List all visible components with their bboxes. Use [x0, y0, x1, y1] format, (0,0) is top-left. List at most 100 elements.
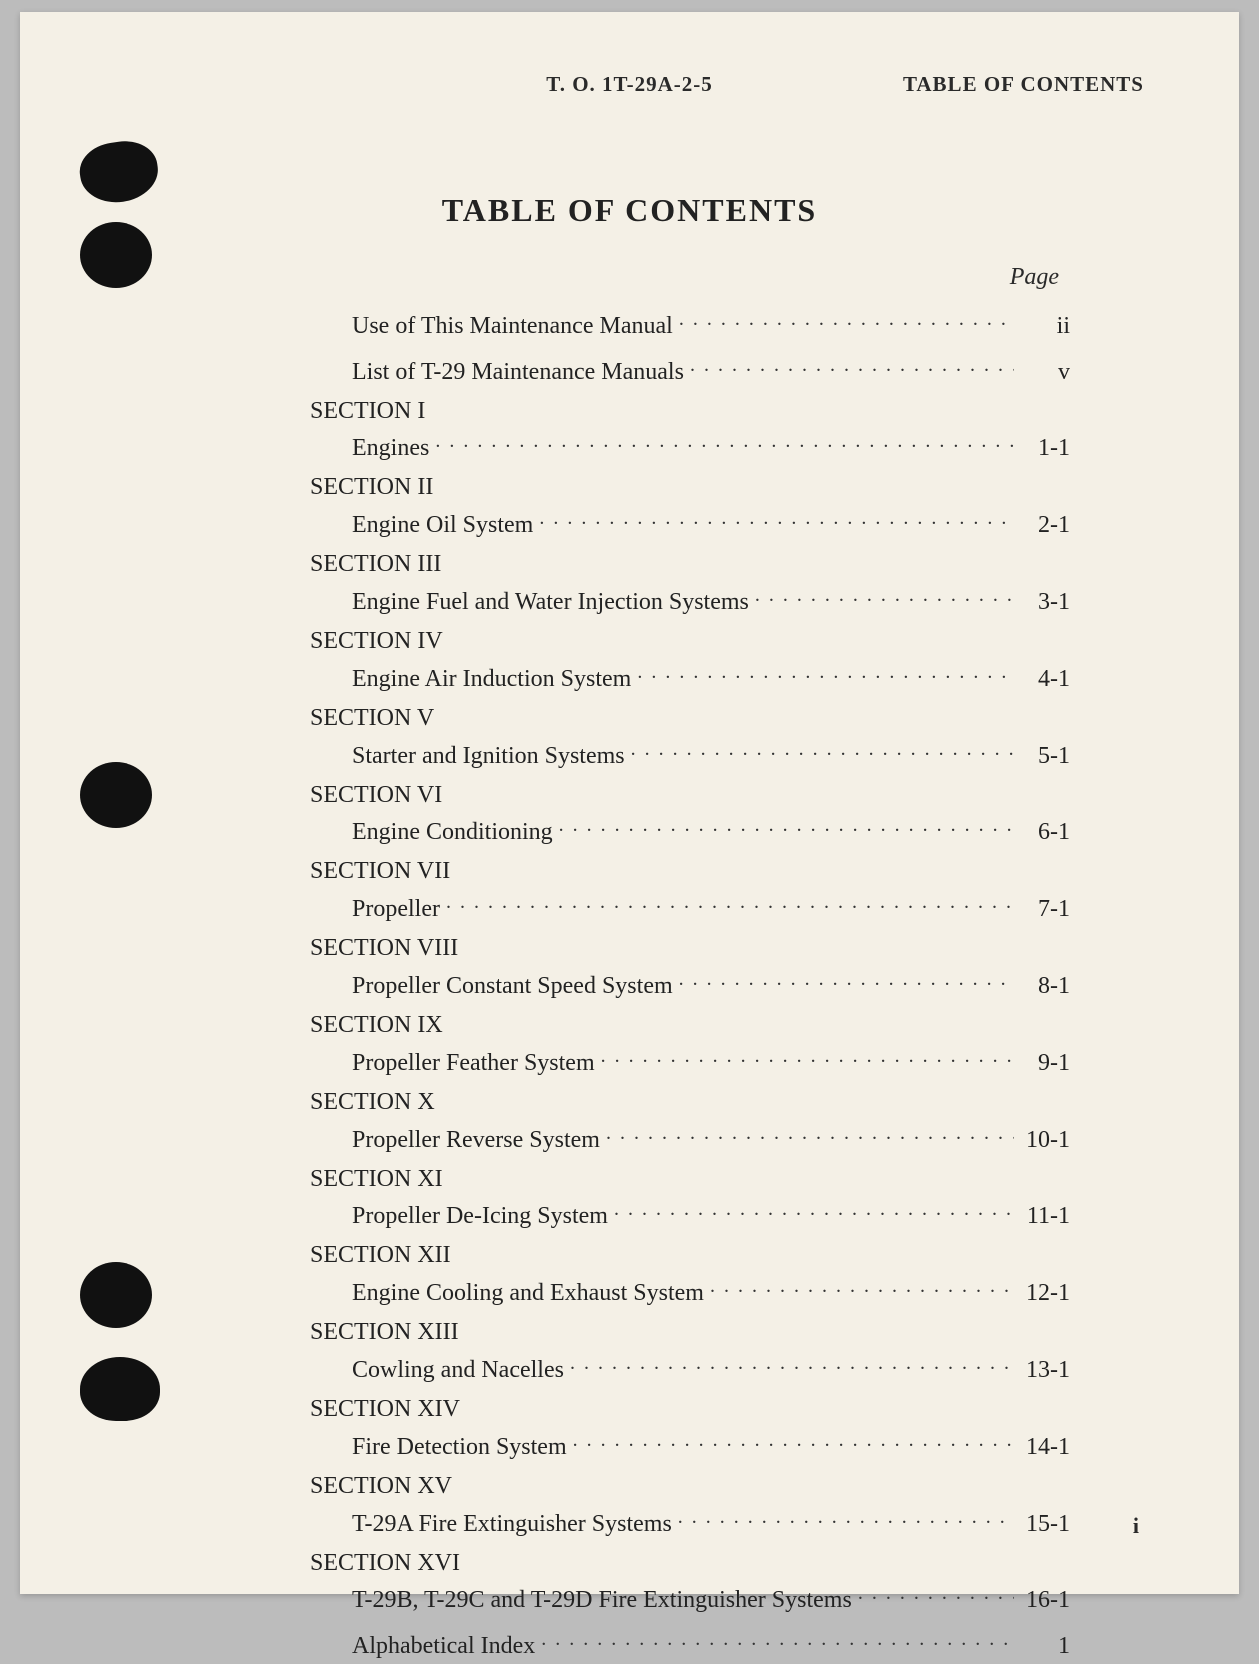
toc-entry: SECTION VIIPropeller7-1 [310, 858, 1070, 923]
toc-entry-title: Propeller Constant Speed System [310, 973, 673, 1000]
toc-entry-page: 1 [1020, 1633, 1070, 1660]
toc-entry-page: 13-1 [1020, 1357, 1070, 1384]
toc-row: Engine Air Induction System4-1 [310, 657, 1070, 693]
toc-entry-page: 2-1 [1020, 512, 1070, 539]
toc-entry: List of T-29 Maintenance Manuals v [310, 350, 1070, 386]
toc-entry: SECTION IIIEngine Fuel and Water Injecti… [310, 551, 1070, 616]
toc-row: List of T-29 Maintenance Manuals v [310, 350, 1070, 386]
toc-section-label: SECTION XII [310, 1242, 1070, 1269]
dot-leader [541, 1624, 1014, 1653]
document-page: T. O. 1T-29A-2-5 TABLE OF CONTENTS TABLE… [20, 12, 1239, 1594]
toc-entry-page: v [1020, 359, 1070, 386]
toc-entry-page: 8-1 [1020, 973, 1070, 1000]
toc-row: Propeller De-Icing System 11-1 [310, 1195, 1070, 1231]
dot-leader [614, 1195, 1014, 1224]
hole-punch-mark [80, 762, 152, 828]
toc-entry-page: 12-1 [1020, 1280, 1070, 1307]
table-of-contents: Use of This Maintenance Manual ii List of … [310, 302, 1070, 1664]
toc-entry-page: ii [1020, 313, 1070, 340]
toc-row: Propeller Feather System 9-1 [310, 1041, 1070, 1077]
toc-entry-page: 14-1 [1020, 1434, 1070, 1461]
dot-leader [690, 350, 1014, 379]
dot-leader [637, 657, 1014, 686]
toc-entry-title: Propeller De-Icing System [310, 1203, 608, 1230]
dot-leader [539, 503, 1014, 532]
toc-entry-title: List of T-29 Maintenance Manuals [310, 359, 684, 386]
toc-entry: SECTION IEngines1-1 [310, 398, 1070, 463]
toc-entry-title: Alphabetical Index [310, 1633, 535, 1660]
footer-page-number: i [1133, 1513, 1139, 1539]
toc-row: Alphabetical Index 1 [310, 1624, 1070, 1660]
toc-entry: SECTION XIIEngine Cooling and Exhaust Sy… [310, 1242, 1070, 1307]
toc-entry: SECTION II Engine Oil System 2-1 [310, 474, 1070, 539]
toc-entry-title: Use of This Maintenance Manual [310, 313, 673, 340]
toc-entry: Use of This Maintenance Manual ii [310, 304, 1070, 340]
toc-entry: SECTION XVT-29A Fire Extinguisher System… [310, 1473, 1070, 1538]
toc-entry-title: T-29B, T-29C and T-29D Fire Extinguisher… [310, 1587, 852, 1614]
toc-entry-title: Propeller Reverse System [310, 1127, 600, 1154]
toc-row: Engine Oil System 2-1 [310, 503, 1070, 539]
toc-entry: Alphabetical Index 1 [310, 1624, 1070, 1660]
dot-leader [573, 1425, 1014, 1454]
toc-entry: SECTION XIPropeller De-Icing System11-1 [310, 1166, 1070, 1231]
toc-entry-page: 15-1 [1020, 1511, 1070, 1538]
toc-section-label: SECTION VI [310, 782, 1070, 809]
toc-entry-title: Engine Cooling and Exhaust System [310, 1280, 704, 1307]
dot-leader [710, 1271, 1014, 1300]
toc-entry-title: T-29A Fire Extinguisher Systems [310, 1511, 672, 1538]
toc-section-label: SECTION IX [310, 1012, 1070, 1039]
toc-row: Propeller Constant Speed System 8-1 [310, 964, 1070, 1000]
toc-row: Use of This Maintenance Manual ii [310, 304, 1070, 340]
dot-leader [446, 887, 1014, 916]
header-section-title: TABLE OF CONTENTS [903, 72, 1144, 97]
toc-entry-page: 3-1 [1020, 589, 1070, 616]
toc-entry-page: 1-1 [1020, 435, 1070, 462]
toc-entry-title: Engine Conditioning [310, 819, 553, 846]
toc-row: Engines1-1 [310, 427, 1070, 463]
toc-entry-page: 9-1 [1020, 1050, 1070, 1077]
page-header: T. O. 1T-29A-2-5 TABLE OF CONTENTS [20, 72, 1239, 112]
toc-entry: SECTION XIVFire Detection System14-1 [310, 1396, 1070, 1461]
toc-section-label: SECTION X [310, 1089, 1070, 1116]
toc-row: Engine Fuel and Water Injection Systems 3… [310, 580, 1070, 616]
dot-leader [755, 580, 1014, 609]
toc-entry-title: Engine Fuel and Water Injection Systems [310, 589, 749, 616]
dot-leader [606, 1118, 1014, 1147]
toc-entry-page: 10-1 [1020, 1127, 1070, 1154]
toc-row: Engine Cooling and Exhaust System 12-1 [310, 1271, 1070, 1307]
toc-section-label: SECTION V [310, 705, 1070, 732]
dot-leader [570, 1348, 1014, 1377]
toc-entry-page: 11-1 [1020, 1203, 1070, 1230]
toc-row: T-29B, T-29C and T-29D Fire Extinguisher… [310, 1579, 1070, 1615]
hole-punch-mark [80, 1262, 152, 1328]
toc-entry-page: 6-1 [1020, 819, 1070, 846]
toc-section-label: SECTION XVI [310, 1550, 1070, 1577]
dot-leader [678, 1502, 1014, 1531]
toc-row: Cowling and Nacelles13-1 [310, 1348, 1070, 1384]
dot-leader [435, 427, 1014, 456]
toc-row: Fire Detection System14-1 [310, 1425, 1070, 1461]
dot-leader [858, 1579, 1014, 1608]
toc-section-label: SECTION XIV [310, 1396, 1070, 1423]
toc-section-label: SECTION VIII [310, 935, 1070, 962]
toc-entry: SECTION VI Engine Conditioning 6-1 [310, 782, 1070, 847]
toc-entry: SECTION VIIIPropeller Constant Speed Sys… [310, 935, 1070, 1000]
hole-punch-mark [76, 137, 162, 207]
toc-entry: SECTION IX Propeller Feather System 9-1 [310, 1012, 1070, 1077]
toc-entry: SECTION IVEngine Air Induction System4-1 [310, 628, 1070, 693]
dot-leader [631, 734, 1014, 763]
toc-entry-title: Propeller Feather System [310, 1050, 595, 1077]
toc-section-label: SECTION VII [310, 858, 1070, 885]
hole-punch-mark [80, 1357, 160, 1421]
toc-entry-page: 5-1 [1020, 743, 1070, 770]
toc-entry-title: Engine Oil System [310, 512, 533, 539]
header-doc-number: T. O. 1T-29A-2-5 [546, 72, 713, 97]
toc-entry-page: 7-1 [1020, 896, 1070, 923]
toc-section-label: SECTION II [310, 474, 1070, 501]
toc-entry: SECTION XVI T-29B, T-29C and T-29D Fire E… [310, 1550, 1070, 1615]
toc-entry-title: Engine Air Induction System [310, 666, 631, 693]
toc-section-label: SECTION III [310, 551, 1070, 578]
toc-entry: SECTION VStarter and Ignition Systems5-1 [310, 705, 1070, 770]
dot-leader [679, 304, 1014, 333]
toc-row: Starter and Ignition Systems5-1 [310, 734, 1070, 770]
